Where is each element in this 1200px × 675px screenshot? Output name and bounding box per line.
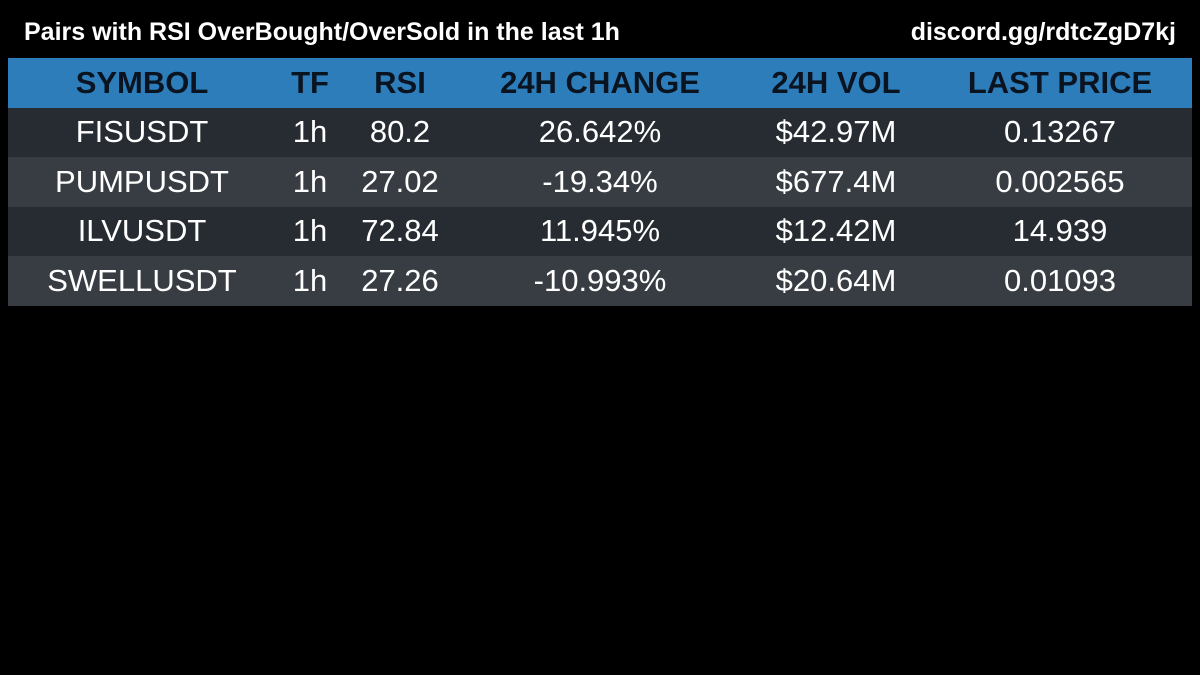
table-cell: 0.13267 xyxy=(928,107,1192,157)
table-cell: 27.26 xyxy=(344,256,456,306)
title: Pairs with RSI OverBought/OverSold in th… xyxy=(24,18,620,46)
table-cell: 72.84 xyxy=(344,206,456,256)
table-cell: -10.993% xyxy=(456,256,744,306)
table-cell: 14.939 xyxy=(928,206,1192,256)
table-cell: 0.01093 xyxy=(928,256,1192,306)
table-cell: PUMPUSDT xyxy=(8,157,276,207)
header-row: SYMBOL TF RSI 24H CHANGE 24H VOL LAST PRICE xyxy=(8,58,1192,108)
column-header: TF xyxy=(276,58,344,108)
rsi-table: SYMBOL TF RSI 24H CHANGE 24H VOL LAST PRICE F… xyxy=(8,58,1192,306)
table-body: FISUSDT 1h 80.2 26.642% $42.97M 0.13267 PUMPUS… xyxy=(8,107,1192,306)
table-cell: 27.02 xyxy=(344,157,456,207)
table-cell: $12.42M xyxy=(744,206,928,256)
column-header: LAST PRICE xyxy=(928,58,1192,108)
column-header: 24H VOL xyxy=(744,58,928,108)
table-cell: 80.2 xyxy=(344,107,456,157)
column-header: RSI xyxy=(344,58,456,108)
table-cell: 26.642% xyxy=(456,107,744,157)
table-cell: $677.4M xyxy=(744,157,928,207)
table-cell: 11.945% xyxy=(456,206,744,256)
table-cell: SWELLUSDT xyxy=(8,256,276,306)
table-row: SWELLUSDT 1h 27.26 -10.993% $20.64M 0.01093 xyxy=(8,256,1192,306)
discord-link: discord.gg/rdtcZgD7kj xyxy=(910,18,1176,46)
table-row: ILVUSDT 1h 72.84 11.945% $12.42M 14.939 xyxy=(8,206,1192,256)
table-cell: 1h xyxy=(276,157,344,207)
table-row: FISUSDT 1h 80.2 26.642% $42.97M 0.13267 xyxy=(8,107,1192,157)
table-cell: 1h xyxy=(276,206,344,256)
table-cell: 0.002565 xyxy=(928,157,1192,207)
table-cell: 1h xyxy=(276,107,344,157)
column-header: 24H CHANGE xyxy=(456,58,744,108)
table-cell: $42.97M xyxy=(744,107,928,157)
table-cell: ILVUSDT xyxy=(8,206,276,256)
table-cell: 1h xyxy=(276,256,344,306)
table-row: PUMPUSDT 1h 27.02 -19.34% $677.4M 0.002565 xyxy=(8,157,1192,207)
table-cell: -19.34% xyxy=(456,157,744,207)
column-header: SYMBOL xyxy=(8,58,276,108)
table-cell: FISUSDT xyxy=(8,107,276,157)
table-cell: $20.64M xyxy=(744,256,928,306)
